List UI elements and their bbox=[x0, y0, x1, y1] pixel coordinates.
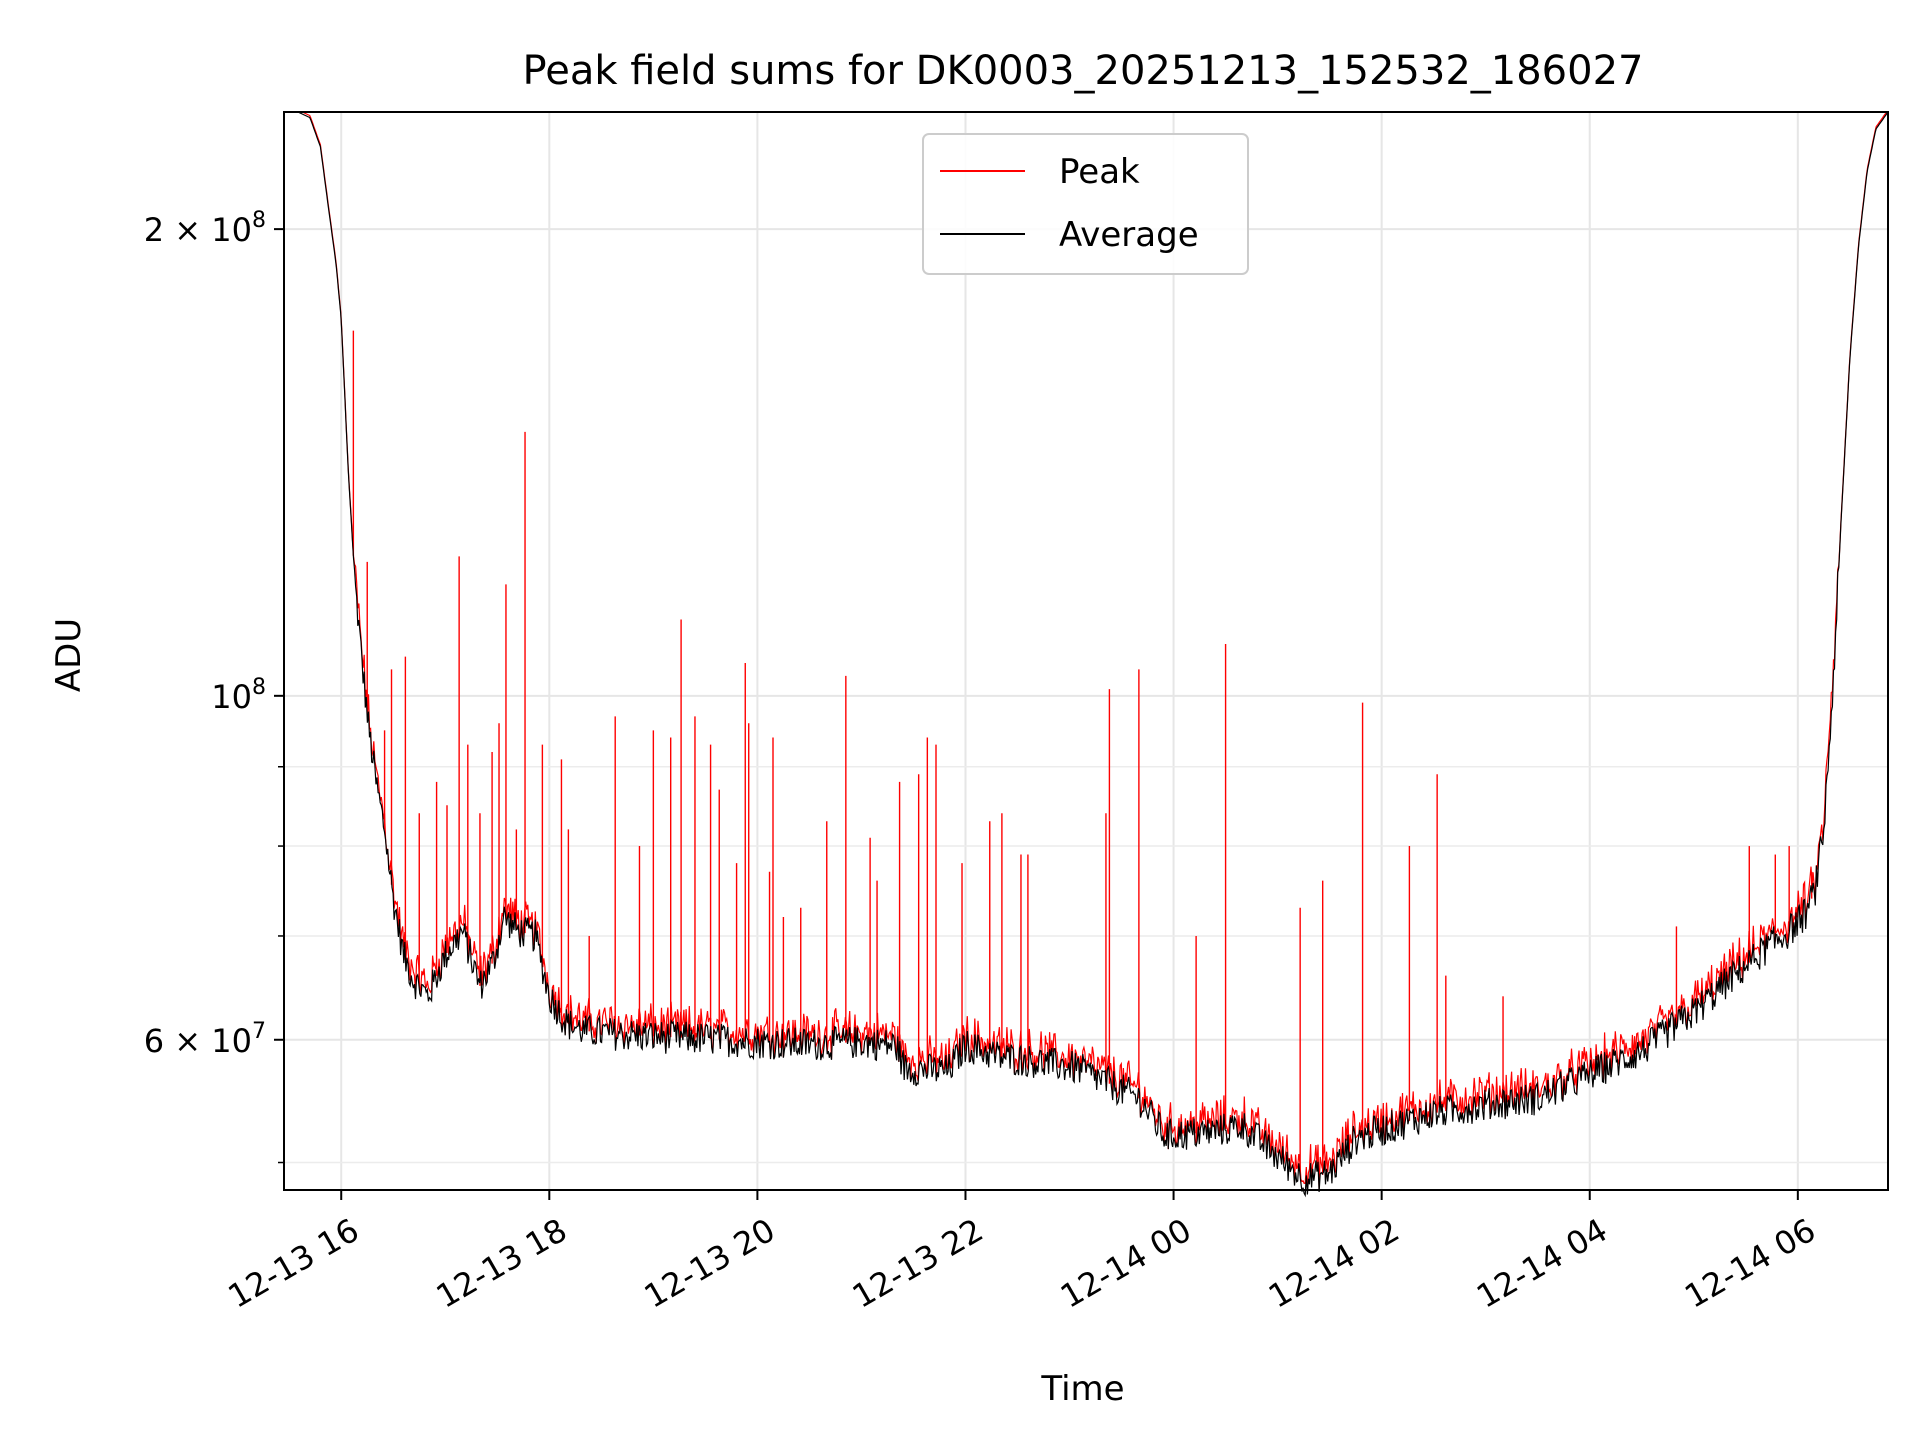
plot-frame bbox=[283, 111, 1889, 1191]
legend: Peak Average bbox=[922, 133, 1249, 275]
y-tick-label: 2 × 108 bbox=[144, 208, 266, 249]
x-axis-label: Time bbox=[1040, 1369, 1124, 1409]
plot-area bbox=[284, 111, 1889, 1198]
legend-box bbox=[922, 133, 1249, 275]
legend-label-peak: Peak bbox=[1059, 152, 1140, 192]
y-axis-label: ADU bbox=[49, 618, 89, 692]
y-tick-label: 6 × 107 bbox=[144, 1019, 266, 1060]
y-tick-label: 108 bbox=[211, 675, 266, 716]
average-series-line bbox=[284, 111, 1889, 1198]
legend-label-average: Average bbox=[1059, 215, 1199, 255]
chart-title: Peak field sums for DK0003_20251213_1525… bbox=[523, 48, 1644, 94]
